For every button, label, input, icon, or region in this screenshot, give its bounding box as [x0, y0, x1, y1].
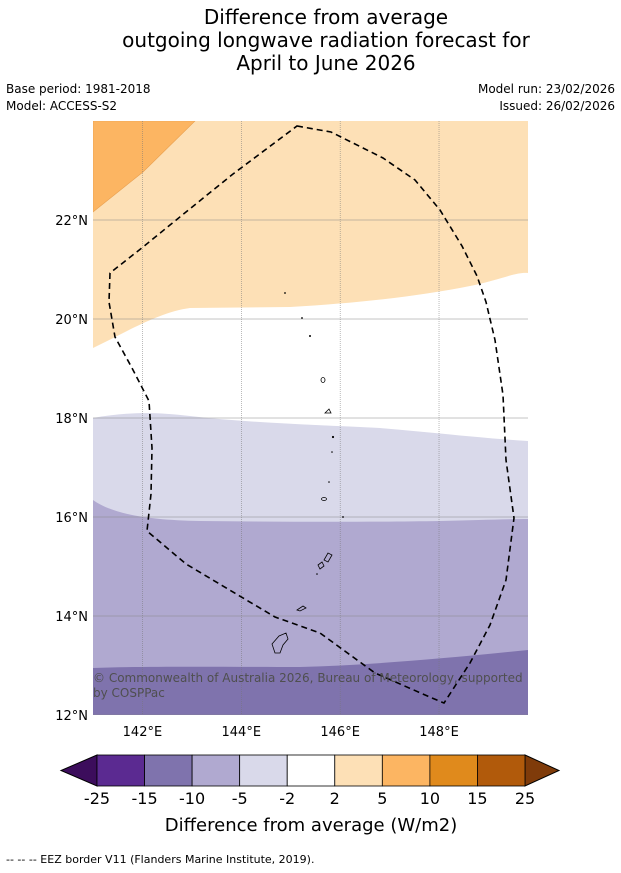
colorbar-segment	[334, 754, 383, 787]
lat-tick-label: 22°N	[55, 214, 88, 229]
colorbar-segment	[144, 754, 193, 787]
issued-label: Issued: 26/02/2026	[499, 99, 615, 113]
map-title: Difference from average outgoing longwav…	[0, 6, 621, 75]
colorbar-tick-label: -15	[131, 789, 157, 808]
meta-left: Base period: 1981-2018 Model: ACCESS-S2	[6, 81, 151, 115]
lat-tick-label: 20°N	[55, 313, 88, 328]
islet-guguan	[331, 451, 333, 453]
colorbar-extend-low	[59, 754, 98, 787]
island-rota	[296, 605, 307, 612]
islet-alamagan	[331, 435, 335, 439]
lon-tick-label: 144°E	[222, 725, 262, 740]
band-minus-10-to-15	[93, 650, 528, 715]
copyright-text: © Commonwealth of Australia 2026, Bureau…	[93, 671, 523, 700]
island-pagan	[324, 408, 332, 414]
colorbar: -25 -15 -10 -5 -2 2 5 10 15 25	[59, 754, 561, 808]
title-line-3: April to June 2026	[236, 51, 416, 75]
model-label: Model: ACCESS-S2	[6, 99, 118, 113]
islet-maug	[301, 317, 303, 319]
gridlines	[93, 121, 528, 715]
colorbar-segment	[191, 754, 241, 787]
islands	[271, 377, 333, 654]
colorbar-tick-label: -25	[84, 789, 110, 808]
islet-farallon-de-pajaros	[284, 292, 286, 294]
model-run-label: Model run: 23/02/2026	[477, 82, 615, 96]
island-agrihan	[320, 377, 326, 383]
colorbar-segment	[429, 754, 478, 787]
colorbar-label: Difference from average (W/m2)	[165, 815, 457, 836]
lat-tick-label: 16°N	[55, 511, 88, 526]
colorbar-tick-label: -2	[279, 789, 295, 808]
latitude-ticks: 22°N 20°N 18°N 16°N 14°N 12°N	[55, 214, 88, 724]
title-line-2: outgoing longwave radiation forecast for	[122, 28, 530, 52]
island-tinian	[317, 561, 325, 570]
band-5-to-10	[93, 121, 196, 213]
colorbar-segment	[239, 754, 288, 787]
colorbar-segment	[381, 754, 431, 787]
lon-tick-label: 146°E	[320, 725, 360, 740]
copyright-box: © Commonwealth of Australia 2026, Bureau…	[93, 671, 523, 700]
lat-tick-label: 12°N	[55, 709, 88, 724]
lon-tick-label: 142°E	[123, 725, 163, 740]
eez-footnote: -- -- -- EEZ border V11 (Flanders Marine…	[6, 853, 315, 866]
map-panel: © Commonwealth of Australia 2026, Bureau…	[93, 121, 528, 715]
islet-asuncion	[309, 335, 311, 337]
colorbar-tick-label: 15	[467, 789, 487, 808]
islets	[284, 292, 344, 575]
longitude-ticks: 142°E 144°E 146°E 148°E	[123, 725, 459, 740]
colorbar-tick-label: -5	[232, 789, 248, 808]
meta-right: Model run: 23/02/2026 Issued: 26/02/2026	[478, 81, 615, 115]
lon-tick-label: 148°E	[419, 725, 459, 740]
colorbar-tick-label: 5	[377, 789, 387, 808]
base-period-label: Base period: 1981-2018	[6, 82, 151, 96]
lat-tick-label: 18°N	[55, 412, 88, 427]
title-line-1: Difference from average	[203, 5, 449, 29]
islet-sarigan	[328, 481, 330, 483]
islet-farallon-de-medinilla	[342, 516, 344, 518]
island-saipan	[323, 552, 333, 563]
island-guam	[271, 632, 289, 654]
lat-tick-label: 14°N	[55, 610, 88, 625]
island-anatahan	[321, 497, 327, 501]
colorbar-tick-label: 10	[420, 789, 440, 808]
colorbar-extend-high	[524, 754, 561, 787]
colorbar-segment	[477, 754, 526, 787]
colorbar-tick-label: 25	[515, 789, 535, 808]
colorbar-tick-label: -10	[179, 789, 205, 808]
colorbar-tick-label: 2	[330, 789, 340, 808]
colorbar-segment	[286, 754, 336, 787]
islet-aguijan	[316, 573, 318, 575]
colorbar-segment	[96, 754, 145, 787]
